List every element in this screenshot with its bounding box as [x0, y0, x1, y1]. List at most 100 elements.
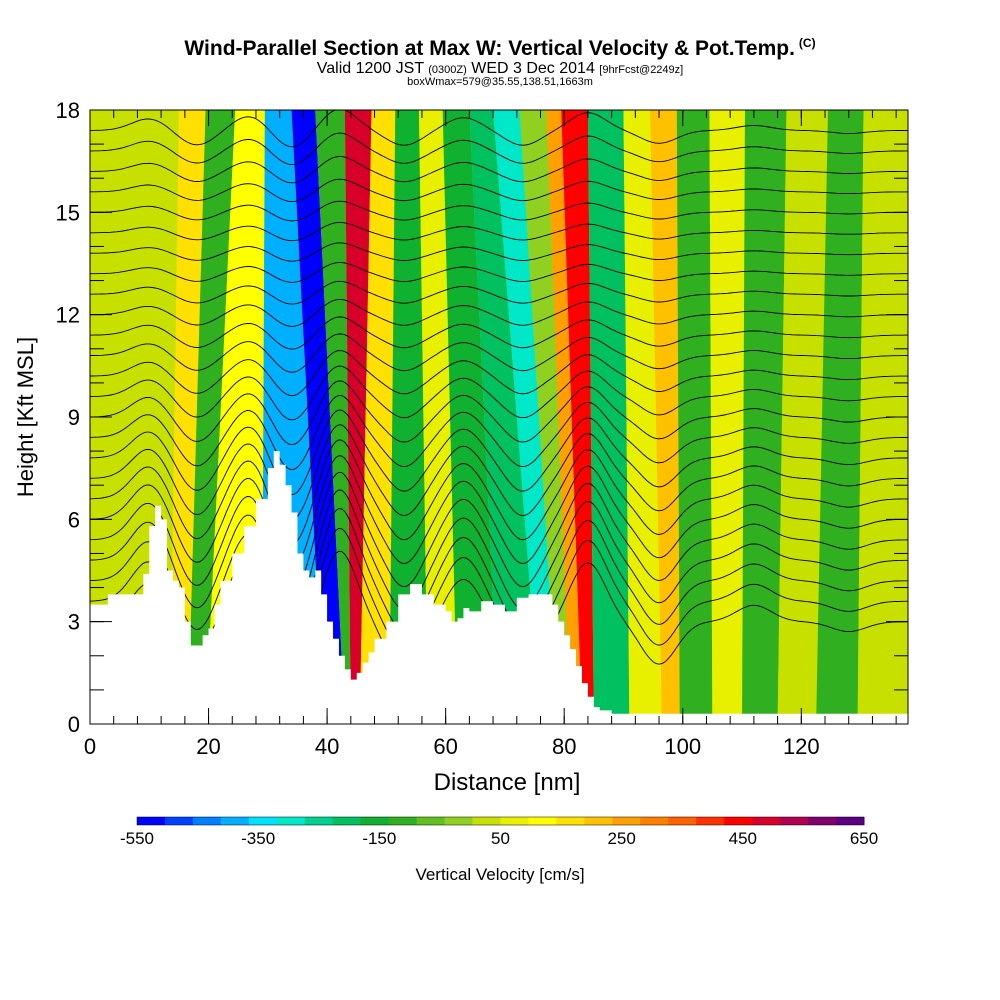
colorbar-swatch — [332, 817, 362, 825]
theta-contour-line — [90, 132, 908, 166]
w-band — [742, 110, 787, 724]
colorbar-swatch — [752, 817, 781, 825]
colorbar-swatch — [724, 817, 753, 825]
theta-contour-line — [90, 280, 908, 305]
theta-contour-line — [90, 298, 908, 327]
theta-contour-line — [90, 508, 908, 637]
colorbar-swatch — [360, 817, 390, 825]
chart-subtitle: Valid 1200 JST (0300Z) WED 3 Dec 2014 [9… — [0, 60, 1000, 78]
colorbar-swatch — [192, 817, 222, 825]
y-tick-label: 18 — [56, 98, 80, 123]
x-tick-label: 80 — [552, 734, 576, 759]
w-band — [676, 110, 713, 724]
y-tick-label: 6 — [68, 507, 80, 532]
y-tick-label: 0 — [68, 712, 80, 737]
colorbar-swatch — [248, 817, 278, 825]
theta-contour-line — [90, 156, 908, 184]
colorbar-swatch — [696, 817, 725, 825]
theta-contour-line — [90, 178, 908, 203]
theta-contour-line — [90, 262, 908, 283]
colorbar-swatch — [416, 817, 446, 825]
w-band — [519, 110, 571, 724]
y-tick-label: 9 — [68, 405, 80, 430]
x-tick-label: 60 — [433, 734, 457, 759]
colorbar-swatch — [808, 817, 837, 825]
axis-ticks — [89, 109, 908, 725]
w-band — [709, 110, 745, 724]
w-band — [587, 110, 630, 724]
w-band — [546, 110, 582, 724]
colorbar-swatch — [500, 817, 529, 825]
theta-contour-line — [90, 316, 908, 350]
w-band — [442, 110, 499, 724]
x-axis-label: Distance [nm] — [434, 769, 581, 796]
theta-contour-line — [90, 110, 908, 148]
colorbar-tick-label: -550 — [120, 829, 154, 848]
colorbar-swatch — [388, 817, 418, 825]
colorbar-swatch — [584, 817, 613, 825]
colorbar-tick-label: -350 — [241, 829, 275, 848]
w-band — [816, 110, 864, 724]
w-band — [418, 110, 458, 724]
y-axis-label: Height [Kft MSL] — [13, 337, 38, 497]
forecast-info: [9hrFcst@2249z] — [599, 64, 684, 76]
w-band — [623, 110, 663, 724]
w-band — [315, 110, 351, 724]
colorbar-label: Vertical Velocity [cm/s] — [415, 865, 584, 884]
colorbar-swatch — [780, 817, 809, 825]
valid-time: Valid 1200 JST — [316, 60, 424, 77]
valid-date: WED 3 Dec 2014 — [471, 60, 595, 77]
colorbar-swatch — [472, 817, 501, 825]
colorbar-swatch — [164, 817, 194, 825]
x-tick-label: 0 — [84, 734, 96, 759]
box-wmax-info: boxWmax=579@35.55,138.51,1663m — [407, 76, 593, 88]
colorbar-swatch — [304, 817, 334, 825]
theta-contour-line — [90, 439, 908, 545]
theta-contours — [90, 110, 908, 677]
theta-contour-line — [90, 489, 908, 615]
colorbar-tick-label: 650 — [850, 829, 878, 848]
colorbar-swatch — [612, 817, 641, 825]
theta-contour-line — [90, 365, 908, 421]
colorbar-swatch — [137, 817, 166, 825]
w-band — [170, 110, 206, 724]
x-tick-label: 20 — [196, 734, 220, 759]
theta-contour-line — [90, 350, 908, 397]
theta-contour-line — [90, 471, 908, 592]
colorbar-swatch — [444, 817, 474, 825]
w-band — [857, 110, 908, 724]
theta-contour-line — [90, 409, 908, 496]
theta-contour-line — [90, 455, 908, 569]
theta-contour-line — [90, 242, 908, 262]
theta-contour-line — [90, 380, 908, 446]
colorbar-swatch — [836, 817, 865, 825]
colorbar-tick-label: 50 — [491, 829, 510, 848]
colorbar-tick-label: -150 — [362, 829, 396, 848]
colorbar-swatch — [640, 817, 669, 825]
w-band — [469, 110, 541, 724]
colorbar-tick-label: 250 — [607, 829, 635, 848]
colorbar-swatch — [556, 817, 585, 825]
colorbar-tick-label: 450 — [729, 829, 757, 848]
chart-title: Wind-Parallel Section at Max W: Vertical… — [0, 36, 1000, 61]
terrain-mask — [90, 451, 908, 724]
theta-contour-line — [90, 200, 908, 222]
colorbar-swatch — [276, 817, 306, 825]
theta-contour-line — [90, 333, 908, 373]
theta-contour-line — [90, 424, 908, 520]
x-tick-label: 120 — [783, 734, 820, 759]
colorbar-frame — [136, 816, 865, 826]
x-tick-label: 100 — [664, 734, 701, 759]
copyright-mark: (C) — [798, 36, 816, 50]
colorbar-swatch — [528, 817, 557, 825]
theta-contour-line — [90, 395, 908, 471]
title-main: Wind-Parallel Section at Max W: Vertical… — [184, 37, 795, 60]
w-band — [187, 110, 236, 724]
y-tick-label: 12 — [56, 303, 80, 328]
y-tick-label: 15 — [56, 200, 80, 225]
w-band — [291, 110, 345, 724]
valid-utc: (0300Z) — [428, 64, 467, 76]
theta-contour-line — [90, 222, 908, 242]
y-tick-label: 3 — [68, 610, 80, 635]
